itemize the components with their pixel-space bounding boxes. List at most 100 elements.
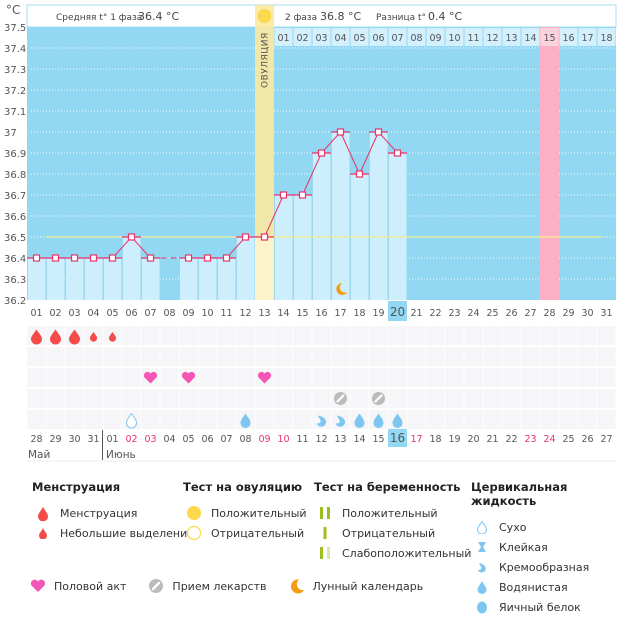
expected-period-band (540, 27, 559, 300)
calendar-date-label: 31 (87, 434, 99, 445)
calendar-date-label: 12 (315, 434, 327, 445)
phase2-day-cell (312, 28, 331, 46)
watery-drop-icon (392, 413, 403, 428)
legend-medication: Прием лекарств (148, 578, 267, 594)
y-tick-label: 37.5 (4, 23, 26, 34)
calendar-date-label: 08 (239, 434, 251, 445)
legend-item: Небольшие выделения (60, 526, 194, 540)
calendar-date-label: 03 (144, 434, 156, 445)
temperature-point (393, 149, 402, 157)
cycle-day-label: 04 (87, 308, 99, 319)
phase2-day-cell (426, 28, 445, 46)
y-tick-label: 36.9 (4, 149, 26, 160)
cycle-day-label: 26 (505, 308, 517, 319)
calendar-date-label: 18 (429, 434, 441, 445)
phase2-label: 2 фаза (285, 13, 317, 23)
phase2-day-cell (578, 28, 597, 46)
pill-icon (148, 578, 164, 594)
phase2-day-cell (350, 28, 369, 46)
y-tick-label: 36.3 (4, 275, 26, 286)
legend-item: Клейкая (499, 540, 548, 554)
temperature-point (374, 128, 383, 136)
legend-moon: Лунный календарь (289, 578, 423, 594)
watery-drop-icon (240, 413, 251, 428)
y-tick-label: 37.1 (4, 107, 26, 118)
legend-item: Слабоположительный (342, 546, 472, 560)
legend-menstruation: Менструация Менструация Небольшие выделе… (32, 480, 194, 543)
month-label-may: Май (28, 449, 50, 461)
temperature-point (108, 254, 117, 262)
cycle-day-label: 05 (106, 308, 118, 319)
calendar-grid: 28 29 30 31 01 02 03 04 05 06 07 08 09 10 11 12 13 14 15 16… (26, 324, 617, 462)
pill-stripe (336, 394, 345, 403)
calendar-date-label: 05 (182, 434, 194, 445)
phase2-day-row: 01 02 03 04 05 06 07 08 09 10 11 12 13 14 15 16 17 18 (274, 28, 616, 46)
legend-item: Кремообразная (499, 560, 590, 574)
calendar-date-label: 04 (163, 434, 175, 445)
watery-drop-icon (354, 413, 365, 428)
moon-icon (336, 282, 348, 295)
calendar-date-label: 29 (49, 434, 61, 445)
phase2-value: 36.8 °C (320, 10, 361, 23)
y-tick-label: 37.3 (4, 65, 26, 76)
y-axis: 37.5 37.4 37.3 37.2 37.1 37 36.9 36.8 36.7 36.6 36… (4, 23, 26, 307)
phase2-day-label: 10 (448, 33, 460, 44)
phase2-day-cell (502, 28, 521, 46)
phase2-day-label: 18 (600, 33, 612, 44)
calendar-date-label: 07 (220, 434, 232, 445)
legend-item: Половой акт (54, 579, 127, 593)
cycle-day-label: 17 (334, 308, 346, 319)
phase2-day-label: 14 (524, 33, 536, 44)
single-line-icon (314, 526, 336, 540)
calendar-date-label: 22 (505, 434, 517, 445)
cycle-day-label: 14 (277, 308, 289, 319)
legend-bottom: Половой акт Прием лекарств Лунный календ… (30, 578, 445, 594)
legend-title: Тест на овуляцию (183, 480, 303, 494)
small-drop-icon (32, 527, 54, 539)
temperature-point (146, 254, 155, 262)
watery-drop-icon (373, 413, 384, 428)
creamy-icon (316, 415, 327, 427)
calendar-date-label: 02 (125, 434, 137, 445)
y-tick-label: 36.8 (4, 170, 26, 181)
creamy-icon (335, 415, 346, 427)
creamy-icon (471, 560, 493, 574)
legend-ovulation-test: Тест на овуляцию Положительный Отрицател… (183, 480, 307, 543)
phase2-day-cell (445, 28, 464, 46)
egg-white-icon (471, 600, 493, 614)
phase2-day-label: 02 (296, 33, 308, 44)
y-tick-label: 36.4 (4, 254, 26, 265)
phase2-day-cell (483, 28, 502, 46)
pill-stripe (374, 394, 383, 403)
phase2-day-label: 11 (467, 33, 479, 44)
calendar-date-label: 19 (448, 434, 460, 445)
calendar-date-label: 20 (467, 434, 479, 445)
cycle-day-label: 03 (68, 308, 80, 319)
temperature-bar (122, 237, 141, 300)
temperature-bar (388, 153, 407, 300)
temperature-bar (198, 258, 217, 300)
temperature-bar (65, 258, 84, 300)
cycle-day-label: 20 (390, 305, 405, 319)
today-highlight (388, 429, 407, 447)
small-drop-icon (108, 331, 117, 342)
blood-drop-icon (69, 329, 80, 345)
dry-drop-icon (471, 520, 493, 534)
phase2-day-label: 16 (562, 33, 574, 44)
temperature-bar (103, 258, 122, 300)
temperature-bar (84, 258, 103, 300)
cycle-day-label: 10 (201, 308, 213, 319)
phase2-day-cell (597, 28, 616, 46)
cycle-day-label: 25 (486, 308, 498, 319)
cycle-day-label: 24 (467, 308, 479, 319)
temperature-bar (236, 237, 255, 300)
y-tick-label: 37.2 (4, 86, 26, 97)
cycle-day-label: 29 (562, 308, 574, 319)
cycle-day-label: 30 (581, 308, 593, 319)
unit-label: °C (6, 3, 20, 17)
phase1-value: 36.4 °C (138, 10, 179, 23)
calendar-background (27, 325, 616, 430)
cycle-day-label: 31 (600, 308, 612, 319)
diff-value: 0.4 °C (428, 10, 462, 23)
temperature-bar (274, 195, 293, 300)
